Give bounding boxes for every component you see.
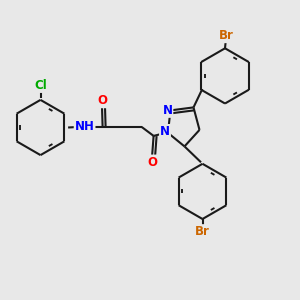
Text: O: O — [97, 94, 107, 107]
Text: N: N — [162, 104, 172, 117]
Text: Br: Br — [195, 225, 210, 238]
Text: O: O — [147, 155, 157, 169]
Text: N: N — [160, 125, 170, 138]
Text: Cl: Cl — [34, 79, 47, 92]
Text: Br: Br — [219, 29, 234, 42]
Text: NH: NH — [75, 120, 94, 134]
